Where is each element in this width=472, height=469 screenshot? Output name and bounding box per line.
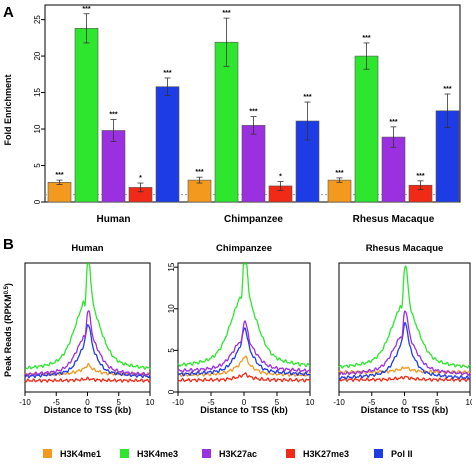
- x-tick-label: -5: [53, 398, 61, 407]
- significance-label: ***: [163, 70, 171, 77]
- legend: H3K4me1 H3K4me3 H3K27ac H3K27me3 Pol II: [43, 449, 413, 459]
- line-panel-title-rhesus-macaque: Rhesus Macaque: [366, 243, 444, 254]
- legend-swatch-h3k4me3: [120, 449, 129, 458]
- panel-b-ylabel-close: ): [3, 283, 13, 286]
- line-rhesus-macaque-h3k27ac: [338, 310, 471, 376]
- line-chimpanzee-pol-ii: [177, 327, 311, 377]
- x-axis-title-rhesus-macaque: Distance to TSS (kb): [361, 405, 449, 415]
- line-chimpanzee-h3k27me3: [177, 372, 311, 383]
- category-label-rhesus-macaque: Rhesus Macaque: [353, 214, 435, 225]
- panel-a-ylabel: Fold Enrichment: [3, 74, 13, 145]
- legend-label-h3k4me1: H3K4me1: [60, 449, 101, 459]
- y-tick-label: 15: [33, 88, 42, 97]
- significance-label: ***: [109, 112, 117, 119]
- legend-swatch-h3k4me1: [43, 449, 52, 458]
- y-tick-label: 10: [167, 304, 176, 313]
- panel-b-ylabel-sup: 0.5: [4, 285, 10, 294]
- legend-label-pol-ii: Pol II: [391, 449, 413, 459]
- x-tick-label: -10: [19, 398, 31, 407]
- significance-label: ***: [222, 10, 230, 17]
- bar-human-h3k4me1: [47, 182, 72, 203]
- panel-a-letter: A: [3, 4, 14, 21]
- significance-label: ***: [55, 172, 63, 179]
- legend-label-h3k4me3: H3K4me3: [137, 449, 178, 459]
- line-chimpanzee-h3k4me3: [177, 263, 310, 368]
- line-rhesus-macaque-h3k4me3: [338, 265, 471, 369]
- significance-label: ***: [416, 173, 424, 180]
- x-axis-title-chimpanzee: Distance to TSS (kb): [200, 405, 288, 415]
- x-tick-label: 10: [146, 398, 155, 407]
- significance-label: ***: [443, 86, 451, 93]
- category-label-chimpanzee: Chimpanzee: [224, 214, 283, 225]
- y-tick-label: 0: [167, 389, 176, 394]
- line-panel-title-human: Human: [71, 243, 103, 254]
- legend-label-h3k27me3: H3K27me3: [303, 449, 349, 459]
- line-human-h3k27ac: [24, 310, 151, 377]
- y-tick-label: 20: [33, 51, 42, 60]
- line-chimpanzee-h3k27ac: [177, 320, 310, 373]
- legend-swatch-pol-ii: [374, 449, 383, 458]
- y-tick-label: 5: [167, 348, 176, 353]
- legend-swatch-h3k27me3: [286, 449, 295, 458]
- x-tick-label: -10: [172, 398, 184, 407]
- line-rhesus-macaque-pol-ii: [338, 322, 471, 381]
- significance-label: *: [279, 174, 282, 181]
- y-tick-label: 15: [167, 262, 176, 271]
- y-tick-label: 0: [33, 199, 42, 204]
- y-tick-label: 25: [33, 15, 42, 24]
- panel-b-ylabel-main: Peak Reads (RPKM: [3, 294, 13, 377]
- bar-rhesus-macaque-h3k4me3: [354, 55, 379, 203]
- significance-label: ***: [82, 6, 90, 13]
- x-tick-label: 5: [275, 398, 280, 407]
- significance-label: ***: [335, 170, 343, 177]
- line-charts: Human -10 -5 0 5 10 Distance to TSS (kb) Chimpa…: [19, 243, 472, 415]
- legend-label-h3k27ac: H3K27ac: [219, 449, 257, 459]
- panel-b-letter: B: [3, 236, 14, 253]
- line-rhesus-macaque-h3k27me3: [338, 375, 470, 383]
- x-tick-label: 10: [466, 398, 472, 407]
- line-human-h3k4me3: [24, 263, 151, 370]
- x-tick-label: 5: [117, 398, 122, 407]
- x-tick-label: 0: [402, 398, 407, 407]
- line-panel-title-chimpanzee: Chimpanzee: [216, 243, 272, 254]
- significance-label: ***: [249, 109, 257, 116]
- significance-label: ***: [195, 169, 203, 176]
- x-tick-label: 0: [242, 398, 247, 407]
- y-tick-label: 5: [33, 163, 42, 168]
- bar-human-h3k4me3: [74, 28, 99, 203]
- bar-human-pol-ii: [155, 86, 180, 203]
- line-human-h3k27me3: [24, 376, 151, 383]
- x-axis-title-human: Distance to TSS (kb): [44, 405, 132, 415]
- line-human-pol-ii: [24, 324, 151, 379]
- x-tick-label: 10: [306, 398, 315, 407]
- bar-chart: 0510152025*************Human************…: [33, 4, 461, 225]
- significance-label: *: [139, 175, 142, 182]
- x-tick-label: 0: [85, 398, 90, 407]
- bar-chimpanzee-h3k27ac: [241, 125, 266, 203]
- legend-swatch-h3k27ac: [202, 449, 211, 458]
- x-tick-label: -10: [333, 398, 345, 407]
- category-label-human: Human: [97, 214, 131, 225]
- x-tick-label: -5: [368, 398, 376, 407]
- significance-label: ***: [362, 35, 370, 42]
- y-tick-label: 10: [33, 124, 42, 133]
- significance-label: ***: [389, 119, 397, 126]
- bar-rhesus-macaque-h3k4me1: [327, 179, 352, 203]
- x-tick-label: 5: [435, 398, 440, 407]
- panel-b-ylabel: Peak Reads (RPKM0.5): [3, 283, 13, 377]
- x-tick-label: -5: [207, 398, 215, 407]
- significance-label: ***: [303, 94, 311, 101]
